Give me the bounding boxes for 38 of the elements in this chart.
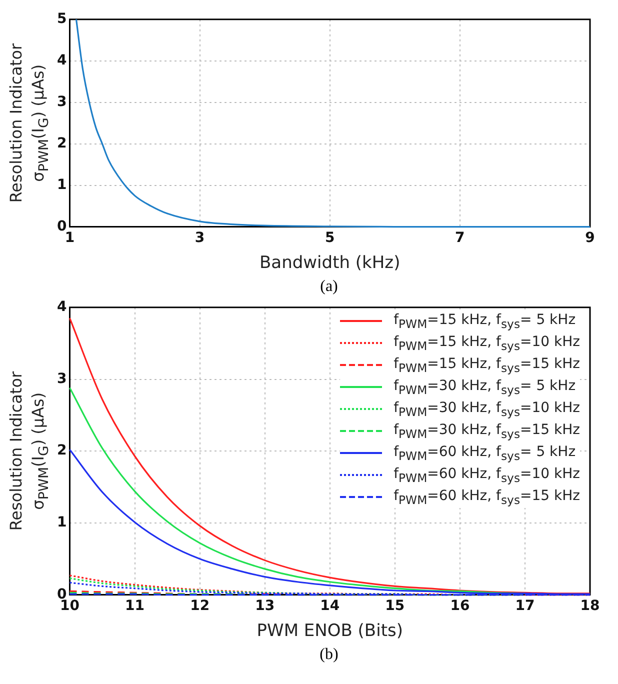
legend-label: f$_{PWM}$=60 kHz, f$_{sys}$=15 kHz	[394, 488, 580, 506]
x-tick-label: 3	[194, 230, 205, 246]
text: (a)	[319, 278, 339, 296]
y-tick-label: 4	[56, 52, 67, 69]
legend-label: f$_{PWM}$=30 kHz, f$_{sys}$= 5 kHz	[394, 378, 576, 396]
y-tick-label: 1	[56, 514, 67, 531]
x-tick-label: 7	[455, 230, 465, 246]
y-tick-label: 3	[56, 94, 67, 110]
x-tick-label: 5	[324, 230, 335, 246]
x-axis-title: Bandwidth (kHz)	[260, 253, 400, 274]
x-tick-label: 10	[60, 598, 80, 614]
legend-label: f$_{PWM}$=15 kHz, f$_{sys}$=15 kHz	[394, 356, 580, 374]
legend-label: f$_{PWM}$=15 kHz, f$_{sys}$=10 kHz	[394, 334, 580, 352]
text: Resolution Indicator	[6, 371, 26, 531]
x-tick-label: 14	[320, 598, 340, 614]
x-tick-label: 16	[450, 598, 470, 614]
x-tick-label: 12	[190, 598, 210, 614]
y-tick-label: 1	[56, 176, 67, 193]
x-axis-title: PWM ENOB (Bits)	[256, 621, 403, 642]
text: Resolution Indicator	[6, 43, 26, 203]
legend-label: f$_{PWM}$=30 kHz, f$_{sys}$=10 kHz	[394, 400, 580, 418]
x-tick-label: 17	[515, 598, 535, 614]
y-tick-label: 2	[56, 135, 67, 152]
y-tick-label: 2	[56, 442, 67, 459]
legend-label: f$_{PWM}$=30 kHz, f$_{sys}$=15 kHz	[394, 422, 580, 440]
x-tick-label: 15	[385, 598, 405, 614]
y-tick-label: 5	[56, 11, 67, 28]
x-tick-label: 18	[580, 598, 600, 614]
y-tick-label: 3	[56, 370, 67, 387]
y-tick-label: 4	[56, 299, 67, 316]
x-tick-label: 11	[125, 598, 145, 614]
x-tick-label: 13	[255, 598, 275, 614]
legend-label: f$_{PWM}$=15 kHz, f$_{sys}$= 5 kHz	[394, 312, 576, 330]
x-tick-label: 9	[585, 230, 595, 246]
y-tick-label: 0	[56, 218, 67, 234]
legend-label: f$_{PWM}$=60 kHz, f$_{sys}$=10 kHz	[394, 466, 580, 484]
text: (b)	[318, 646, 340, 664]
legend-label: f$_{PWM}$=60 kHz, f$_{sys}$= 5 kHz	[394, 444, 576, 462]
